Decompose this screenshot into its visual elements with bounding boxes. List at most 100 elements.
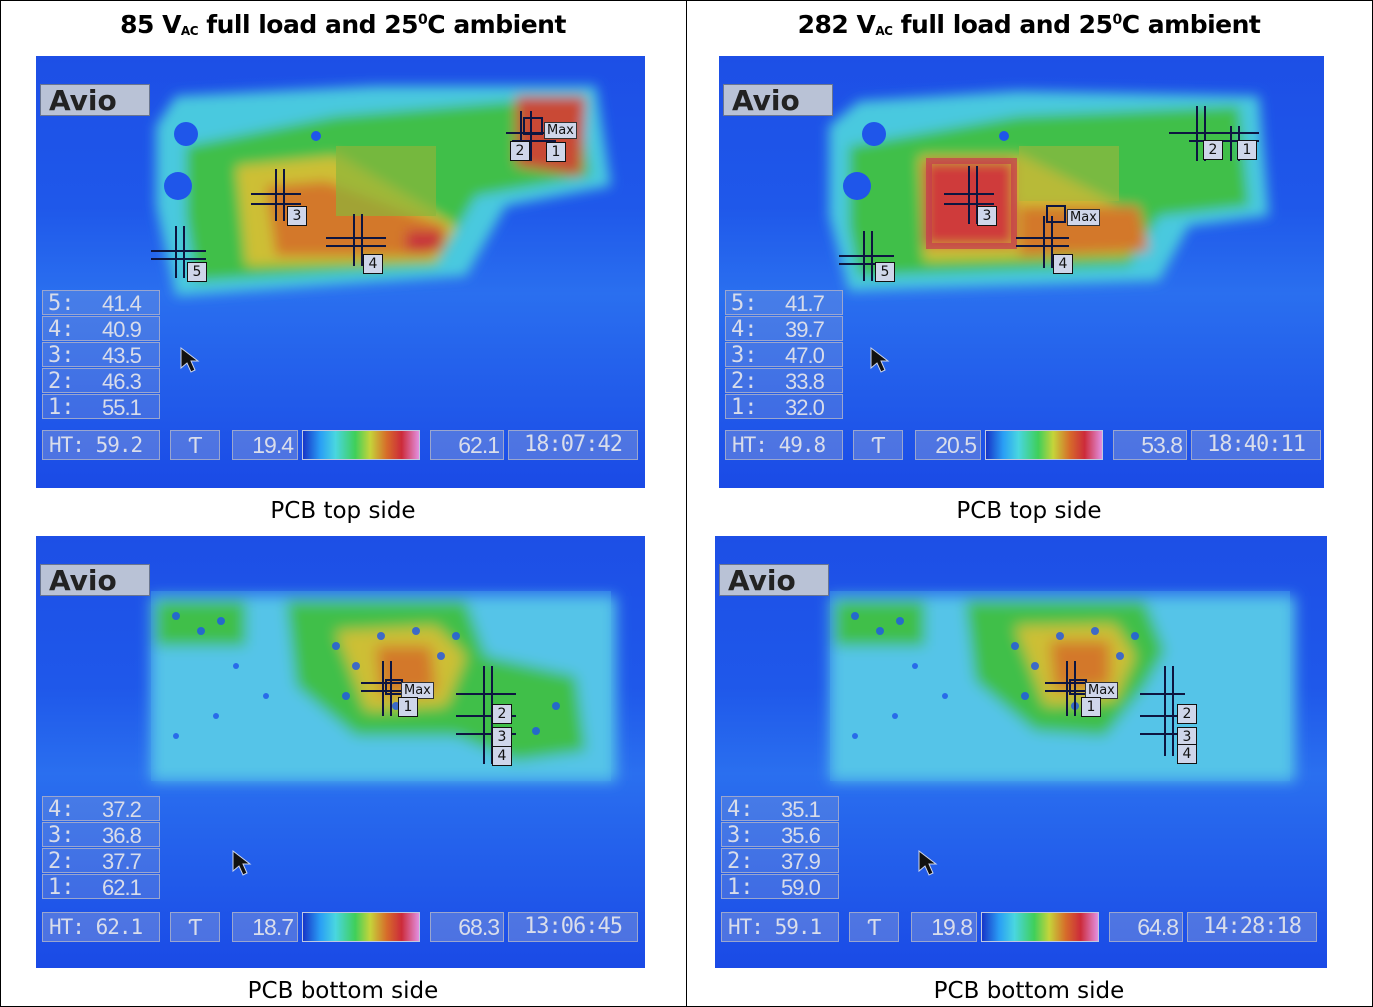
readout-label: 3: [48, 823, 75, 848]
header-left-voltage: 85 V [120, 10, 181, 39]
readout-row: 5: 41.7 [725, 290, 843, 316]
mode-icon[interactable]: Ƭ [853, 430, 903, 460]
marker-4[interactable]: 4 [1053, 254, 1073, 274]
readout-row: 3: 47.0 [725, 342, 843, 368]
camera-logo: Avio [40, 84, 150, 117]
header-left: 85 VAC full load and 250C ambient [0, 10, 686, 39]
marker-1[interactable]: 1 [546, 142, 566, 162]
readout-value: 46.3 [102, 369, 142, 394]
scale-max: 62.1 [430, 430, 504, 460]
ht-readout: HT: 59.1 [721, 912, 839, 942]
cursor-icon [180, 346, 200, 373]
mode-icon[interactable]: Ƭ [170, 430, 220, 460]
marker-5[interactable]: 5 [187, 262, 207, 282]
readout-label: 4: [48, 797, 75, 822]
readout-value: 32.0 [785, 395, 825, 420]
readout-row: 4: 37.2 [42, 796, 160, 822]
mode-icon[interactable]: Ƭ [170, 912, 220, 942]
max-label: Max [1067, 209, 1100, 226]
readout-row: 5: 41.4 [42, 290, 160, 316]
column-divider [686, 0, 687, 1007]
header-right-sup: 0 [1112, 12, 1122, 28]
caption-top-right: PCB top side [956, 498, 1102, 524]
marker-5[interactable]: 5 [875, 262, 895, 282]
ht-readout: HT: 62.1 [42, 912, 160, 942]
caption-bottom-right: PCB bottom side [933, 978, 1125, 1004]
readout-label: 3: [731, 343, 758, 368]
camera-logo: Avio [40, 564, 150, 597]
readout-row: 3: 36.8 [42, 822, 160, 848]
readout-value: 59.0 [781, 875, 821, 900]
scale-max: 64.8 [1109, 912, 1183, 942]
timestamp: 18:40:11 [1191, 430, 1321, 460]
readout-label: 1: [48, 395, 75, 420]
readout-value: 35.1 [781, 797, 821, 822]
readout-row: 1: 59.0 [721, 874, 839, 900]
readout-value: 37.7 [102, 849, 142, 874]
max-label: Max [544, 122, 577, 139]
readout-value: 35.6 [781, 823, 821, 848]
header-left-text: full load and 25 [198, 10, 419, 39]
marker-2[interactable]: 2 [510, 141, 530, 161]
color-scale-bar [302, 912, 420, 942]
crosshairs [839, 106, 1259, 281]
readout-row: 2: 37.9 [721, 848, 839, 874]
readout-row: 2: 46.3 [42, 368, 160, 394]
color-scale-bar [302, 430, 420, 460]
readout-label: 4: [731, 317, 758, 342]
readout-value: 41.4 [102, 291, 142, 316]
header-right: 282 VAC full load and 250C ambient [687, 10, 1371, 39]
readout-value: 43.5 [102, 343, 142, 368]
crosshairs [151, 111, 556, 278]
header-left-sub: AC [180, 24, 199, 38]
thermal-image-bottom-85v: Avio Max 1 2 3 4 4: 37.2 3: 36.8 2: 37.7 1:… [36, 536, 645, 968]
max-label: Max [401, 682, 434, 699]
marker-4[interactable]: 4 [492, 746, 512, 766]
readout-row: 4: 39.7 [725, 316, 843, 342]
thermal-scene [156, 86, 611, 296]
header-left-sup: 0 [418, 12, 428, 28]
thermal-image-bottom-282v: Avio Max 1 2 3 4 4: 35.1 3: 35.6 2: 37.9 1:… [715, 536, 1327, 968]
marker-1[interactable]: 1 [1237, 140, 1257, 160]
marker-2[interactable]: 2 [492, 704, 512, 724]
readout-label: 1: [48, 875, 75, 900]
header-right-sub: AC [875, 24, 893, 38]
marker-4[interactable]: 4 [363, 254, 383, 274]
readout-label: 4: [48, 317, 75, 342]
readout-list: 5: 41.4 4: 40.9 3: 43.5 2: 46.3 1: 55.1 [42, 290, 160, 420]
readout-value: 37.2 [102, 797, 142, 822]
marker-2[interactable]: 2 [1203, 140, 1223, 160]
readout-label: 5: [48, 291, 75, 316]
ht-readout: HT: 59.2 [42, 430, 160, 460]
readout-label: 2: [48, 849, 75, 874]
marker-1[interactable]: 1 [1081, 697, 1101, 717]
crosshairs [361, 661, 516, 764]
marker-4[interactable]: 4 [1177, 744, 1197, 764]
caption-top-left: PCB top side [270, 498, 416, 524]
readout-row: 4: 40.9 [42, 316, 160, 342]
marker-3[interactable]: 3 [287, 206, 307, 226]
readout-row: 2: 37.7 [42, 848, 160, 874]
scale-min: 20.5 [915, 430, 981, 460]
readout-value: 47.0 [785, 343, 825, 368]
readout-label: 5: [731, 291, 758, 316]
readout-value: 41.7 [785, 291, 825, 316]
readout-value: 40.9 [102, 317, 142, 342]
readout-value: 39.7 [785, 317, 825, 342]
readout-label: 1: [731, 395, 758, 420]
header-right-voltage: 282 V [797, 10, 876, 39]
thermal-image-top-85v: Avio 2 1 Max 3 4 5 5: 41.4 4: 40.9 3: 43.5 … [36, 56, 645, 488]
crosshairs [1045, 661, 1185, 756]
readout-value: 55.1 [102, 395, 142, 420]
caption-bottom-left: PCB bottom side [247, 978, 439, 1004]
color-scale-bar [985, 430, 1103, 460]
thermal-image-top-282v: Avio 2 1 Max 3 4 5 5: 41.7 4: 39.7 3: 47.0 … [719, 56, 1324, 488]
readout-row: 1: 62.1 [42, 874, 160, 900]
cursor-icon [232, 849, 252, 876]
mode-icon[interactable]: Ƭ [849, 912, 899, 942]
marker-2[interactable]: 2 [1177, 704, 1197, 724]
timestamp: 18:07:42 [508, 430, 638, 460]
marker-3[interactable]: 3 [977, 206, 997, 226]
marker-3[interactable]: 3 [492, 727, 512, 747]
marker-1[interactable]: 1 [398, 697, 418, 717]
